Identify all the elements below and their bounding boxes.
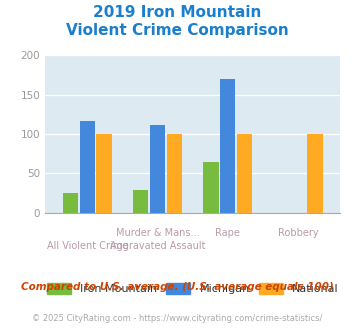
Text: Robbery: Robbery xyxy=(278,228,318,238)
Text: Aggravated Assault: Aggravated Assault xyxy=(110,241,205,251)
Bar xyxy=(166,134,182,213)
Text: All Violent Crime: All Violent Crime xyxy=(47,241,128,251)
Text: Murder & Mans...: Murder & Mans... xyxy=(116,228,199,238)
Bar xyxy=(80,121,95,213)
Bar xyxy=(62,193,78,213)
Text: Violent Crime Comparison: Violent Crime Comparison xyxy=(66,23,289,38)
Text: Rape: Rape xyxy=(215,228,240,238)
Bar xyxy=(237,134,252,213)
Bar xyxy=(133,190,148,213)
Text: Compared to U.S. average. (U.S. average equals 100): Compared to U.S. average. (U.S. average … xyxy=(21,282,334,292)
Bar xyxy=(150,124,165,213)
Legend: Iron Mountain, Michigan, National: Iron Mountain, Michigan, National xyxy=(42,278,343,299)
Text: 2019 Iron Mountain: 2019 Iron Mountain xyxy=(93,5,262,20)
Bar xyxy=(220,79,235,213)
Text: © 2025 CityRating.com - https://www.cityrating.com/crime-statistics/: © 2025 CityRating.com - https://www.city… xyxy=(32,314,323,323)
Bar xyxy=(96,134,112,213)
Bar xyxy=(307,134,323,213)
Bar xyxy=(203,162,219,213)
